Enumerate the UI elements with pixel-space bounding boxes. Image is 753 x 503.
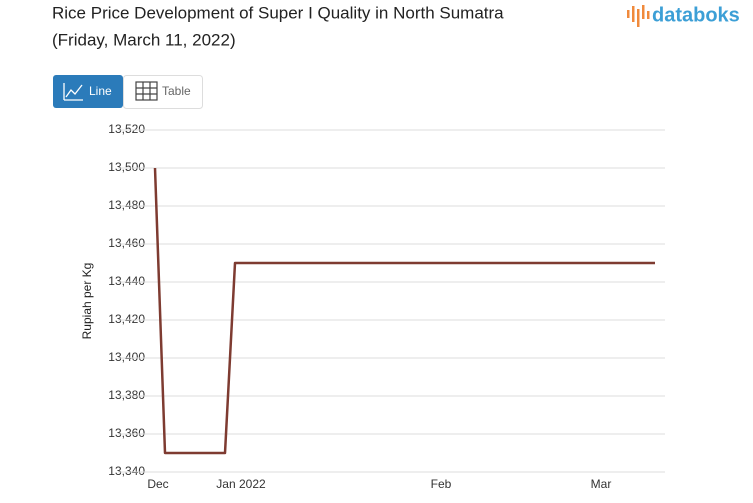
y-tick-label: 13,520: [108, 122, 145, 136]
y-tick-label: 13,380: [108, 388, 145, 402]
y-tick-label: 13,460: [108, 236, 145, 250]
x-tick-label: Mar: [591, 477, 612, 491]
y-tick-label: 13,340: [108, 464, 145, 478]
chart-subtitle: (Friday, March 11, 2022): [52, 30, 236, 49]
x-tick-label: Dec: [147, 477, 168, 491]
y-tick-label: 13,400: [108, 350, 145, 364]
x-tick-label: Jan 2022: [216, 477, 266, 491]
y-tick-label: 13,480: [108, 198, 145, 212]
line-button[interactable]: Line: [53, 75, 123, 108]
data-line: [153, 167, 655, 455]
chart-title: Rice Price Development of Super I Qualit…: [52, 3, 504, 22]
y-tick-label: 13,440: [108, 274, 145, 288]
button-label: Line: [89, 84, 112, 98]
brand-logo: databoks: [627, 4, 740, 27]
button-label: Table: [162, 84, 191, 98]
x-tick-label: Feb: [431, 477, 452, 491]
y-tick-label: 13,420: [108, 312, 145, 326]
y-tick-label: 13,500: [108, 160, 145, 174]
brand-name: databoks: [652, 4, 740, 26]
y-axis-label: Rupiah per Kg: [80, 263, 94, 340]
y-tick-label: 13,360: [108, 426, 145, 440]
table-button[interactable]: Table: [123, 75, 203, 109]
